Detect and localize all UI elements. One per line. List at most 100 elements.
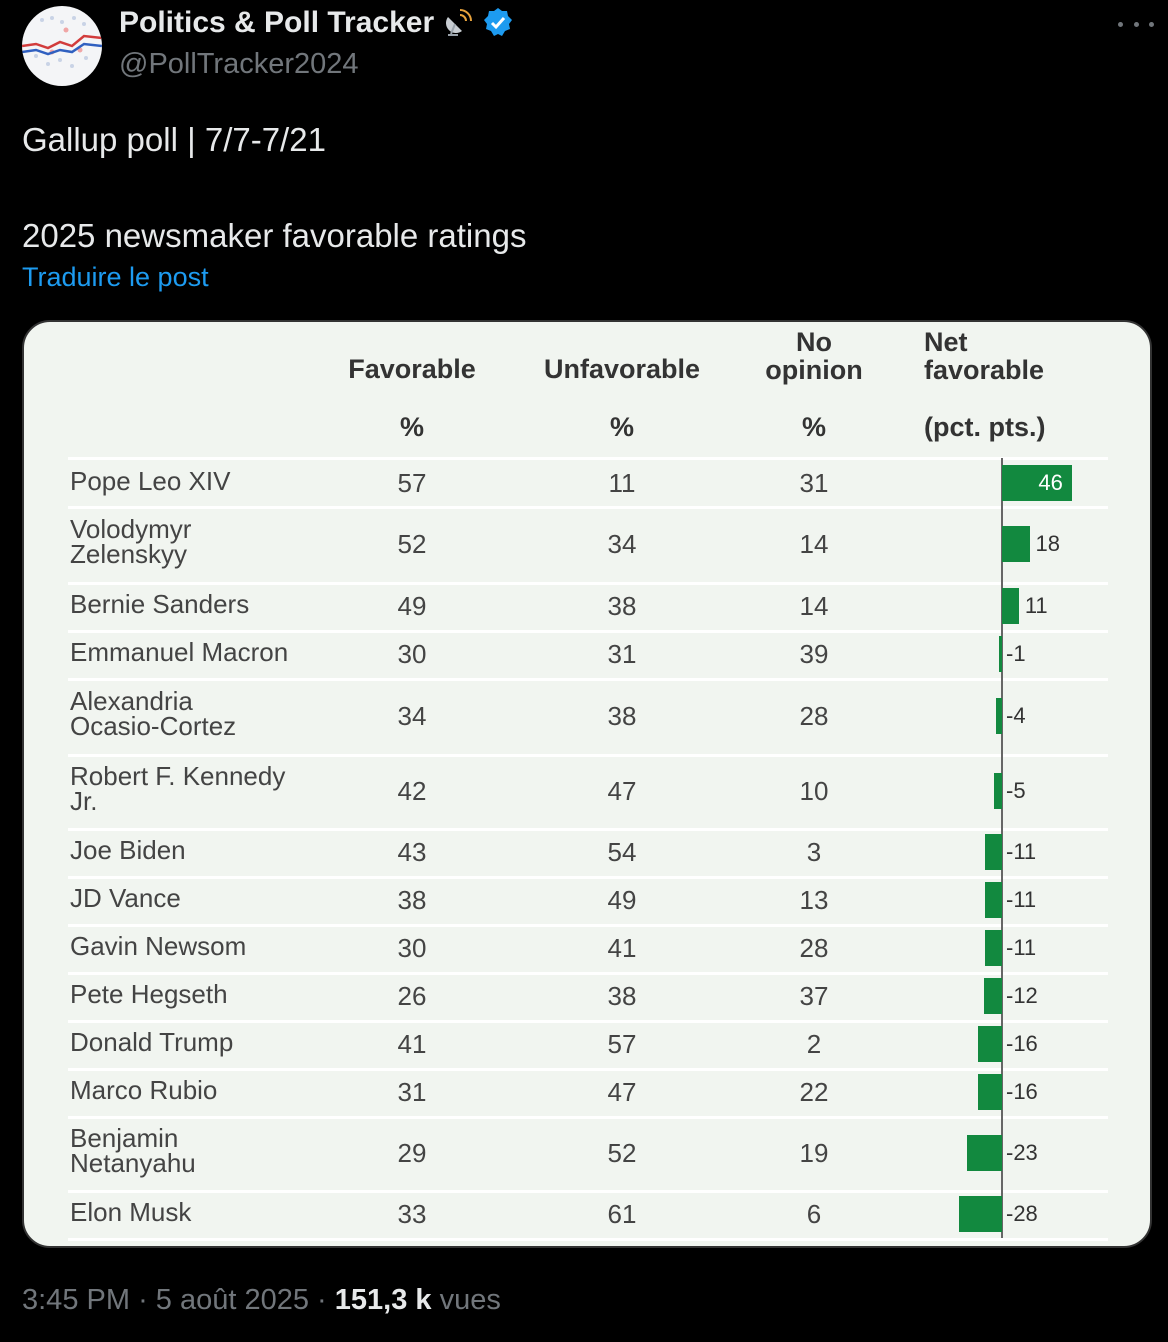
net-favorable-bar — [1002, 465, 1073, 501]
person-name: Bernie Sanders — [70, 588, 250, 619]
more-options-icon[interactable] — [1118, 12, 1154, 36]
unfavorable-value: 47 — [607, 776, 637, 806]
net-favorable-label: -16 — [1006, 1031, 1038, 1056]
header-unfavorable: Unfavorable — [543, 354, 701, 384]
unit-no-opinion: % — [801, 412, 826, 442]
unit-favorable: % — [399, 412, 424, 442]
person-name: Benjamin Netanyahu — [70, 1123, 196, 1178]
net-favorable-bar — [959, 1196, 1002, 1232]
no-opinion-value: 14 — [799, 591, 829, 621]
unit-net: (pct. pts.) — [924, 412, 1046, 442]
unfavorable-value: 34 — [607, 529, 637, 559]
avatar[interactable] — [22, 6, 102, 86]
account-handle[interactable]: @PollTracker2024 — [119, 48, 359, 80]
poll-table-image[interactable]: Favorable Unfavorable No opinion Net fav… — [22, 320, 1152, 1248]
no-opinion-value: 28 — [799, 933, 829, 963]
favorable-value: 34 — [397, 701, 427, 731]
person-name: Pope Leo XIV — [70, 465, 231, 496]
post-line-subtitle: 2025 newsmaker favorable ratings — [22, 217, 527, 254]
translate-post-link[interactable]: Traduire le post — [22, 262, 209, 292]
net-favorable-label: 46 — [1038, 470, 1063, 495]
display-name-text: Politics & Poll Tracker — [119, 6, 435, 39]
unfavorable-value: 38 — [607, 591, 637, 621]
net-favorable-label: -11 — [1006, 887, 1037, 912]
header-no-opinion-line2: opinion — [765, 355, 863, 385]
favorable-value: 41 — [397, 1029, 427, 1059]
net-favorable-label: -23 — [1006, 1140, 1038, 1165]
favorable-value: 31 — [397, 1077, 427, 1107]
favorable-value: 26 — [397, 981, 427, 1011]
person-name: Joe Biden — [70, 834, 186, 865]
favorable-value: 43 — [397, 837, 427, 867]
net-favorable-label: 18 — [1035, 531, 1061, 556]
net-favorable-bar — [995, 698, 1002, 734]
header-no-opinion-line1: No — [796, 327, 832, 357]
table-row: Emmanuel Macron 30 31 39 — [68, 630, 1108, 681]
unfavorable-value: 52 — [607, 1138, 637, 1168]
net-favorable-bar — [985, 834, 1002, 870]
net-favorable-label: 11 — [1024, 593, 1048, 618]
net-favorable-bar — [1002, 526, 1030, 562]
no-opinion-value: 19 — [799, 1138, 829, 1168]
net-favorable-bar — [983, 978, 1002, 1014]
table-row: Elon Musk 33 61 6 — [68, 1190, 1108, 1241]
satellite-antenna-icon — [446, 9, 473, 36]
net-favorable-bar — [1002, 588, 1019, 624]
favorable-value: 52 — [397, 529, 427, 559]
unfavorable-value: 38 — [607, 701, 637, 731]
net-favorable-bar — [994, 773, 1002, 809]
person-name: Donald Trump — [70, 1026, 234, 1057]
header-divider — [68, 457, 1108, 460]
unfavorable-value: 31 — [607, 639, 637, 669]
post-text: Gallup poll | 7/7-7/21 2025 newsmaker fa… — [22, 116, 526, 260]
no-opinion-value: 28 — [799, 701, 829, 731]
no-opinion-value: 37 — [799, 981, 829, 1011]
person-name: JD Vance — [70, 882, 181, 913]
footer-separator: · — [317, 1284, 335, 1316]
person-name: Pete Hegseth — [70, 978, 228, 1009]
footer-separator: · — [138, 1284, 156, 1316]
person-name: Robert F. Kennedy Jr. — [70, 761, 286, 816]
table-row: Benjamin Netanyahu 29 52 19 — [68, 1116, 1108, 1193]
net-favorable-bar — [985, 882, 1002, 918]
views-count: 151,3 k — [334, 1284, 432, 1316]
table-row: Marco Rubio 31 47 22 — [68, 1068, 1108, 1119]
favorable-value: 57 — [397, 468, 427, 498]
post-line-title: Gallup poll | 7/7-7/21 — [22, 121, 326, 158]
net-favorable-label: -4 — [1006, 703, 1026, 728]
person-name: Gavin Newsom — [70, 930, 247, 961]
table-row: Robert F. Kennedy Jr. 42 47 10 — [68, 754, 1108, 831]
unfavorable-value: 38 — [607, 981, 637, 1011]
table-row: Volodymyr Zelenskyy 52 34 14 — [68, 506, 1108, 585]
no-opinion-value: 10 — [799, 776, 829, 806]
no-opinion-value: 6 — [806, 1199, 822, 1229]
no-opinion-value: 2 — [806, 1029, 822, 1059]
post-date[interactable]: 5 août 2025 — [155, 1284, 309, 1316]
post-footer: 3:45 PM · 5 août 2025 · 151,3 k vues — [22, 1284, 501, 1317]
no-opinion-value: 13 — [799, 885, 829, 915]
post-time[interactable]: 3:45 PM — [22, 1284, 130, 1316]
net-favorable-label: -16 — [1006, 1079, 1038, 1104]
person-name: Emmanuel Macron — [70, 636, 289, 667]
net-favorable-bar — [966, 1135, 1002, 1171]
table-row: Joe Biden 43 54 3 — [68, 828, 1108, 879]
header-net-favorable: Net favorable — [924, 328, 1064, 384]
unfavorable-value: 54 — [607, 837, 637, 867]
net-favorable-label: -1 — [1006, 641, 1026, 666]
unfavorable-value: 61 — [607, 1199, 637, 1229]
table-row: JD Vance 38 49 13 — [68, 876, 1108, 927]
table-row: Alexandria Ocasio-Cortez 34 38 28 — [68, 678, 1108, 757]
net-favorable-label: -5 — [1006, 778, 1026, 803]
table-row: Pope Leo XIV 57 11 31 — [68, 460, 1108, 509]
table-row: Bernie Sanders 49 38 14 — [68, 582, 1108, 633]
post-line-spacer — [22, 164, 526, 212]
net-zero-axis — [1001, 458, 1003, 1238]
favorable-value: 30 — [397, 933, 427, 963]
unfavorable-value: 41 — [607, 933, 637, 963]
no-opinion-value: 14 — [799, 529, 829, 559]
unfavorable-value: 47 — [607, 1077, 637, 1107]
net-favorable-bar — [985, 930, 1002, 966]
net-favorable-bar — [977, 1074, 1002, 1110]
no-opinion-value: 3 — [806, 837, 822, 867]
display-name[interactable]: Politics & Poll Tracker — [119, 6, 514, 40]
